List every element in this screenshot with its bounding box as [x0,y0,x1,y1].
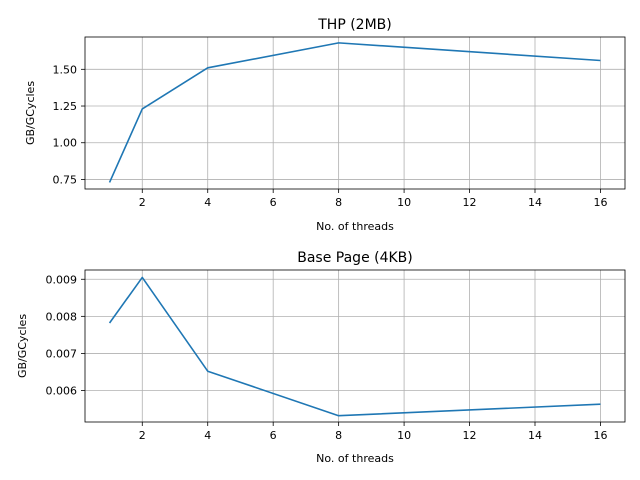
x-tick-label: 10 [397,429,411,442]
x-tick-label: 16 [593,429,607,442]
y-tick-label: 1.00 [53,137,78,150]
plot-frame [84,36,626,190]
x-tick-label: 16 [593,196,607,209]
x-axis-label: No. of threads [316,220,394,233]
chart-title: THP (2MB) [317,17,392,33]
plot-frame [84,269,626,423]
x-tick-label: 12 [463,196,477,209]
x-tick-label: 14 [528,429,542,442]
x-tick-label: 4 [204,429,211,442]
x-axis-label: No. of threads [316,452,394,465]
y-axis-label: GB/GCycles [24,81,37,145]
x-tick-label: 10 [397,196,411,209]
series-line [108,276,601,417]
y-axis-label: GB/GCycles [16,314,29,378]
y-tick-label: 1.50 [53,63,78,76]
x-tick-label: 12 [463,429,477,442]
base-page-chart: Base Page (4KB) No. of threads GB/GCycle… [16,250,626,465]
x-tick-label: 6 [270,196,277,209]
x-tick-label: 14 [528,196,542,209]
x-tick-label: 8 [335,196,342,209]
y-tick-label: 0.008 [46,310,78,323]
y-tick-label: 0.009 [46,273,78,286]
chart-title: Base Page (4KB) [297,250,413,266]
thp-chart: THP (2MB) No. of threads GB/GCycles 2 4 6 8… [24,17,626,233]
y-tick-label: 0.006 [46,384,78,397]
x-tick-label: 8 [335,429,342,442]
x-tick-label: 4 [204,196,211,209]
x-tick-label: 2 [139,196,146,209]
x-tick-label: 2 [139,429,146,442]
y-tick-label: 0.75 [53,173,78,186]
x-tick-label: 6 [270,429,277,442]
y-tick-label: 0.007 [46,347,78,360]
y-tick-label: 1.25 [53,100,78,113]
series-line [108,42,601,183]
